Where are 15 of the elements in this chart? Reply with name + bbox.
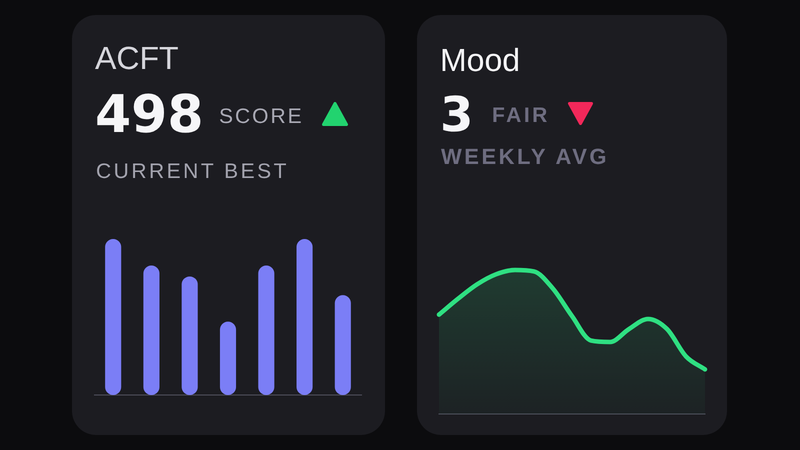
bar [334, 295, 351, 395]
bar [182, 276, 198, 395]
chart-title: ACFT [95, 40, 179, 76]
text: 498 [95, 85, 204, 145]
bar [296, 239, 313, 395]
chart-title: Mood [440, 42, 520, 78]
text: FAIR [492, 104, 550, 127]
bar [220, 322, 236, 395]
bar [105, 239, 122, 395]
bar [143, 266, 160, 395]
chart-subtitle: WEEKLY AVG [441, 144, 610, 169]
chart-subtitle: CURRENT BEST [96, 160, 289, 183]
text: SCORE [219, 105, 304, 128]
text: 3 [440, 87, 474, 143]
bar [258, 266, 274, 395]
